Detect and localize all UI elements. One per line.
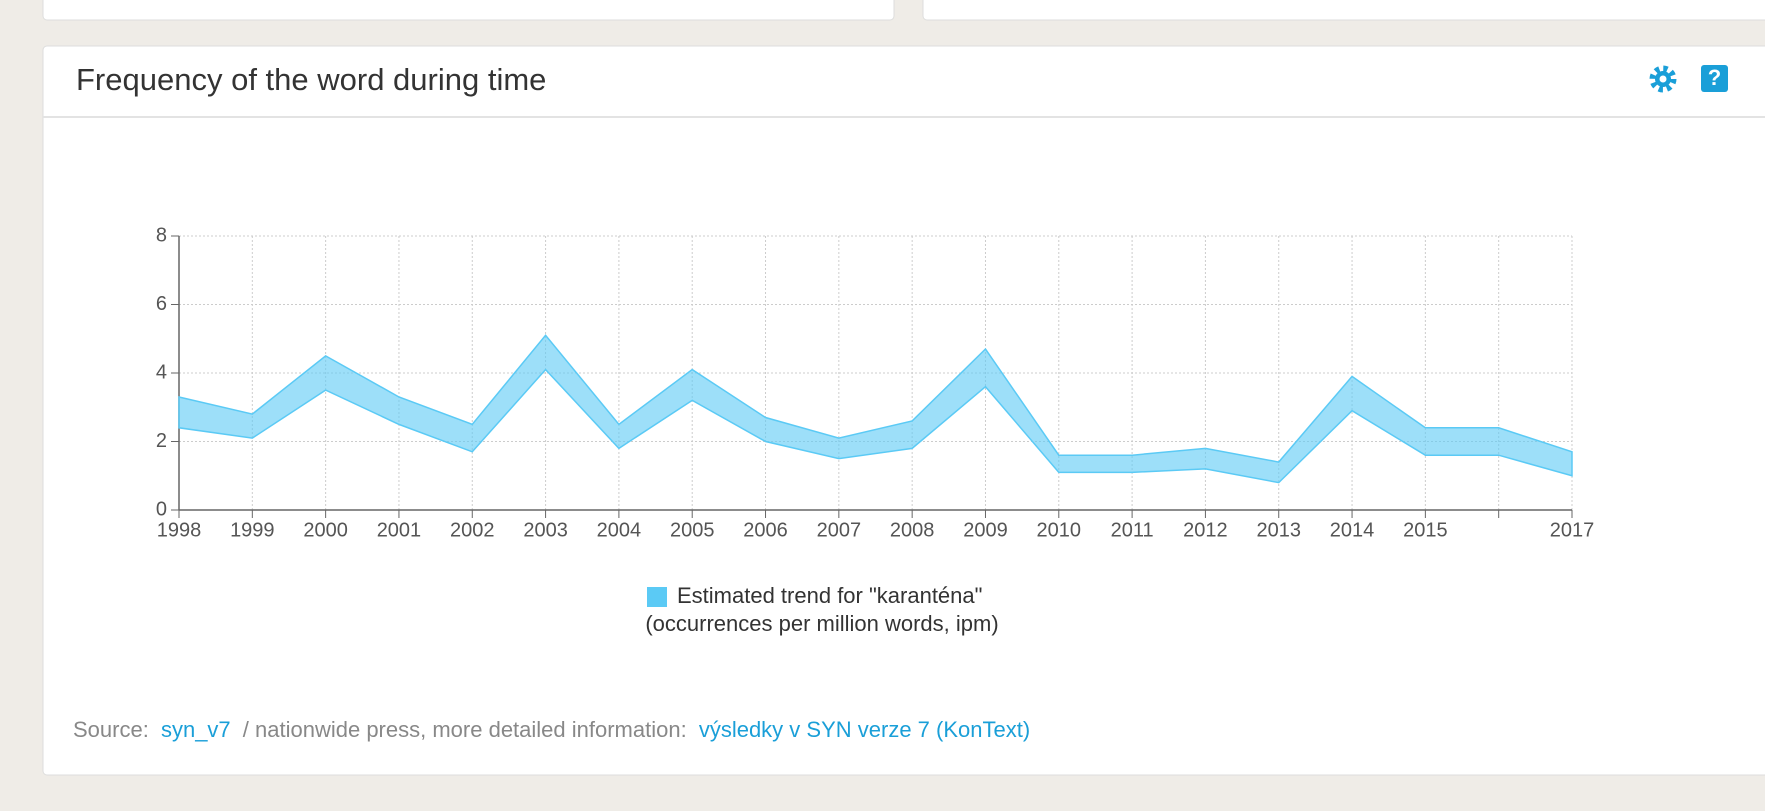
x-tick-label: 2000 <box>303 519 348 541</box>
svg-text:?: ? <box>1708 65 1721 90</box>
x-tick-label: 2005 <box>670 519 715 541</box>
trend-band <box>178 334 1573 484</box>
x-tick-label: 2004 <box>597 519 642 541</box>
panel <box>42 45 1765 776</box>
settings-icon[interactable] <box>1649 65 1677 93</box>
y-tick-label: 6 <box>156 293 167 315</box>
x-tick-label: 2003 <box>523 519 568 541</box>
x-tick-label: 2006 <box>743 519 788 541</box>
x-tick-label: 2011 <box>1111 519 1154 541</box>
x-tick-label: 2008 <box>890 519 935 541</box>
source-label: Source: <box>73 717 149 742</box>
y-tick-label: 4 <box>156 361 167 383</box>
chart: 0 2 4 6 8 1998 1999 2000 2001 2002 2003 2004 2005 200… <box>156 224 1594 541</box>
source-line: Source: syn_v7 / nationwide press, more … <box>73 717 1030 742</box>
y-tick-label: 0 <box>156 498 167 520</box>
card-top-left <box>42 0 895 21</box>
legend-note: (occurrences per million words, ipm) <box>645 611 998 636</box>
x-tick-label: 2009 <box>963 519 1008 541</box>
x-tick-label: 2007 <box>817 519 862 541</box>
x-tick-label: 2001 <box>377 519 422 541</box>
panel-title: Frequency of the word during time <box>76 62 546 97</box>
x-tick-label: 1998 <box>157 519 202 541</box>
x-tick-label: 2014 <box>1330 519 1375 541</box>
card-top-right <box>922 0 1765 21</box>
legend-label: Estimated trend for "karanténa" <box>677 583 982 608</box>
kontext-link[interactable]: výsledky v SYN verze 7 (KonText) <box>699 717 1030 742</box>
corpus-link[interactable]: syn_v7 <box>161 717 231 742</box>
x-tick-label: 1999 <box>230 519 275 541</box>
x-tick-label: 2002 <box>450 519 495 541</box>
source-text: / nationwide press, more detailed inform… <box>243 717 687 742</box>
y-tick-label: 2 <box>156 430 167 452</box>
y-tick-label: 8 <box>156 224 167 246</box>
x-tick-label: 2010 <box>1037 519 1082 541</box>
x-tick-label: 2013 <box>1256 519 1301 541</box>
legend-swatch <box>647 587 667 607</box>
x-tick-label: 2015 <box>1403 519 1448 541</box>
x-tick-label: 2017 <box>1550 519 1595 541</box>
help-icon[interactable]: ? <box>1701 65 1728 92</box>
x-tick-label: 2012 <box>1183 519 1228 541</box>
